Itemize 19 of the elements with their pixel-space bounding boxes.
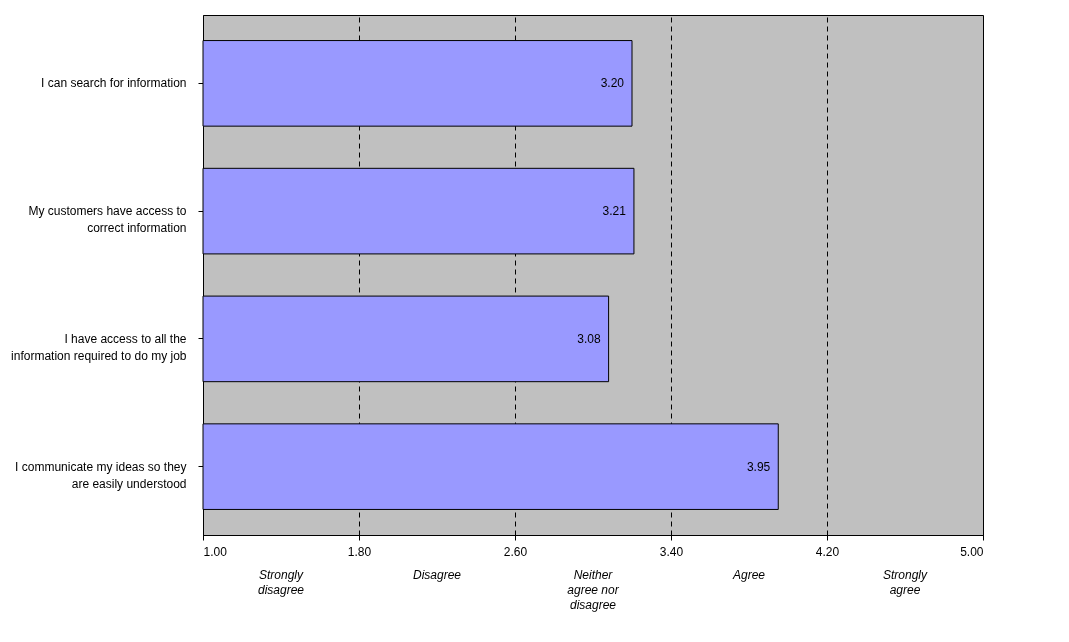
x-tick-label: 3.40: [659, 544, 684, 559]
x-tick-label: 1.80: [347, 544, 372, 559]
data-label: 3.20: [600, 76, 625, 91]
text: Neither agree nor disagree: [567, 568, 620, 612]
data-label: 3.21: [602, 204, 627, 219]
data-label: 3.08: [577, 331, 601, 346]
x-tick-label: 4.20: [815, 544, 840, 559]
text: Agree: [731, 568, 766, 582]
y-tick-label: I have access to all the information required to do my job: [11, 331, 187, 363]
data-label: 3.95: [746, 459, 771, 474]
x-tick-label: 2.60: [503, 544, 528, 559]
y-tick-label: I communicate my ideas so they are easily understood: [15, 459, 187, 491]
x-tick-label: 5.00: [960, 544, 984, 559]
x-tick-label: 1.00: [203, 544, 228, 559]
y-tick-label: My customers have access to correct information: [28, 204, 187, 236]
text: Strongly disagree: [257, 568, 305, 597]
text: Disagree: [412, 568, 462, 582]
text: Strongly agree: [882, 568, 929, 597]
y-tick-label: I can search for information: [41, 76, 187, 91]
